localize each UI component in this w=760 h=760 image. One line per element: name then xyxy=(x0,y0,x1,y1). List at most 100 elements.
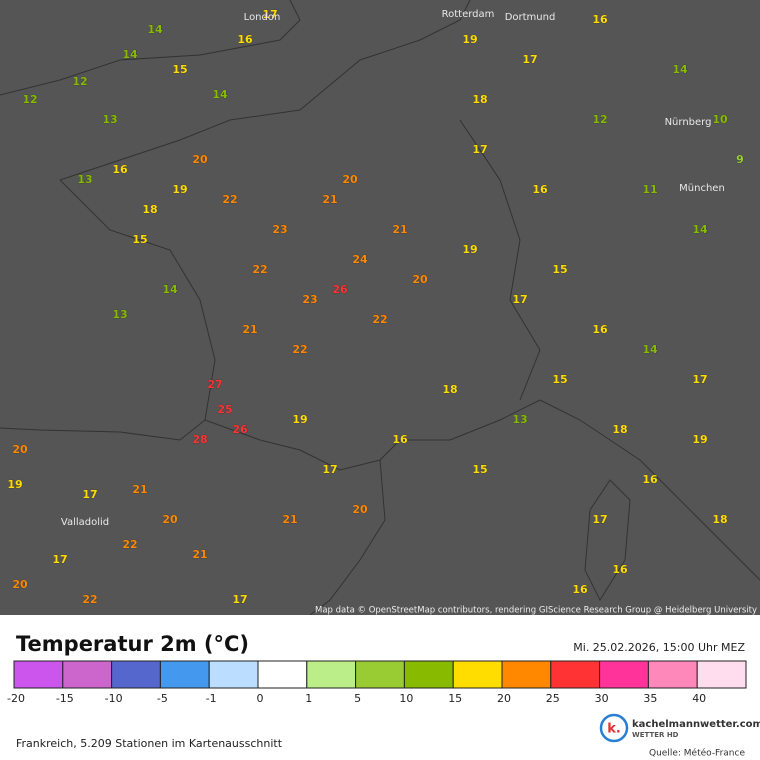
stations: 12 14 15 16 14 12 14 17 13 13 16 18 19 15 20 14 13 22 23 21… xyxy=(7,8,744,607)
title: Temperatur 2m (°C) xyxy=(16,632,249,656)
station-value: 17 xyxy=(232,593,247,606)
station-value: 14 xyxy=(672,63,688,76)
attribution: Map data © OpenStreetMap contributors, r… xyxy=(315,606,757,616)
station-value: 20 xyxy=(12,578,28,591)
legend-swatch xyxy=(208,660,259,689)
legend-tick-label: 35 xyxy=(643,692,657,705)
station-value: 17 xyxy=(262,8,277,21)
station-value: 13 xyxy=(112,308,127,321)
legend-tick-label: -10 xyxy=(105,692,123,705)
brand-sub: WETTER HD xyxy=(632,731,679,739)
station-value: 19 xyxy=(172,183,187,196)
station-value: 19 xyxy=(462,243,477,256)
station-value: 26 xyxy=(332,283,348,296)
station-value: 17 xyxy=(82,488,97,501)
station-value: 17 xyxy=(522,53,537,66)
station-value: 15 xyxy=(472,463,487,476)
station-value: 19 xyxy=(7,478,22,491)
legend-tick-label: 0 xyxy=(257,692,264,705)
station-value: 17 xyxy=(512,293,527,306)
legend-tick-label: 25 xyxy=(546,692,560,705)
station-value: 20 xyxy=(162,513,178,526)
station-value: 18 xyxy=(442,383,457,396)
station-value: 19 xyxy=(292,413,307,426)
station-value: 21 xyxy=(192,548,207,561)
borders xyxy=(0,0,760,615)
station-value: 17 xyxy=(322,463,337,476)
source: Quelle: Météo-France xyxy=(649,748,745,759)
map-background xyxy=(0,0,760,615)
legend-tick-label: 40 xyxy=(692,692,706,705)
station-value: 17 xyxy=(472,143,487,156)
city-label: München xyxy=(679,183,725,194)
map: 12 14 15 16 14 12 14 17 13 13 16 18 19 15 20 14 13 22 23 21… xyxy=(0,0,760,615)
station-value: 17 xyxy=(692,373,707,386)
color-bar: -20 -15 -10 -5 -1 0 1 5 10 15 20 25 30 35 40 xyxy=(7,660,747,705)
station-value: 21 xyxy=(282,513,297,526)
legend-swatch xyxy=(257,660,308,689)
station-value: 22 xyxy=(82,593,97,606)
legend-tick-label: 15 xyxy=(448,692,462,705)
station-value: 22 xyxy=(122,538,137,551)
station-value: 16 xyxy=(592,13,608,26)
station-value: 12 xyxy=(22,93,37,106)
brand: kachelmannwetter.com xyxy=(632,719,760,730)
legend-swatch xyxy=(403,660,454,689)
station-value: 13 xyxy=(102,113,117,126)
station-value: 14 xyxy=(162,283,178,296)
legend-tick-label: 20 xyxy=(497,692,511,705)
legend-swatch xyxy=(306,660,357,689)
station-value: 22 xyxy=(252,263,267,276)
station-value: 18 xyxy=(712,513,727,526)
station-value: 16 xyxy=(237,33,253,46)
station-value: 16 xyxy=(592,323,608,336)
legend-swatch xyxy=(111,660,161,689)
logo xyxy=(599,713,629,743)
station-value: 22 xyxy=(222,193,237,206)
station-value: 10 xyxy=(712,113,728,126)
station-value: 20 xyxy=(12,443,28,456)
legend-swatch xyxy=(62,660,113,689)
city-label: Dortmund xyxy=(505,12,556,23)
station-value: 16 xyxy=(392,433,408,446)
legend-tick-label: -1 xyxy=(206,692,217,705)
station-value: 27 xyxy=(207,378,222,391)
station-value: 16 xyxy=(642,473,658,486)
station-value: 16 xyxy=(112,163,128,176)
city-label: Rotterdam xyxy=(442,9,495,20)
station-value: 21 xyxy=(242,323,257,336)
footer: Frankreich, 5.209 Stationen im Kartenaus… xyxy=(16,737,283,750)
station-value: 23 xyxy=(272,223,287,236)
station-value: 21 xyxy=(392,223,407,236)
station-value: 23 xyxy=(302,293,317,306)
station-value: 18 xyxy=(472,93,487,106)
station-value: 14 xyxy=(212,88,228,101)
station-value: 19 xyxy=(692,433,707,446)
station-value: 18 xyxy=(142,203,157,216)
station-value: 15 xyxy=(552,373,567,386)
station-value: 12 xyxy=(72,75,87,88)
legend-swatch xyxy=(647,660,698,689)
station-value: 15 xyxy=(132,233,147,246)
station-value: 16 xyxy=(612,563,628,576)
attribution-bg xyxy=(336,603,760,615)
station-value: 17 xyxy=(592,513,607,526)
city-label: Nürnberg xyxy=(665,117,712,128)
city-label: Valladolid xyxy=(61,517,109,528)
station-value: 16 xyxy=(572,583,588,596)
legend-tick-label: 30 xyxy=(595,692,609,705)
legend-tick-label: 10 xyxy=(399,692,413,705)
legend-swatch xyxy=(159,660,210,689)
legend-swatch xyxy=(355,660,405,689)
station-value: 14 xyxy=(147,23,163,36)
station-value: 18 xyxy=(612,423,627,436)
station-value: 20 xyxy=(342,173,358,186)
station-value: 26 xyxy=(232,423,248,436)
legend-swatch xyxy=(501,660,552,689)
legend-swatch xyxy=(452,660,503,689)
station-value: 11 xyxy=(642,183,657,196)
station-value: 14 xyxy=(692,223,708,236)
datetime: Mi. 25.02.2026, 15:00 Uhr MEZ xyxy=(573,641,745,654)
station-value: 21 xyxy=(132,483,147,496)
